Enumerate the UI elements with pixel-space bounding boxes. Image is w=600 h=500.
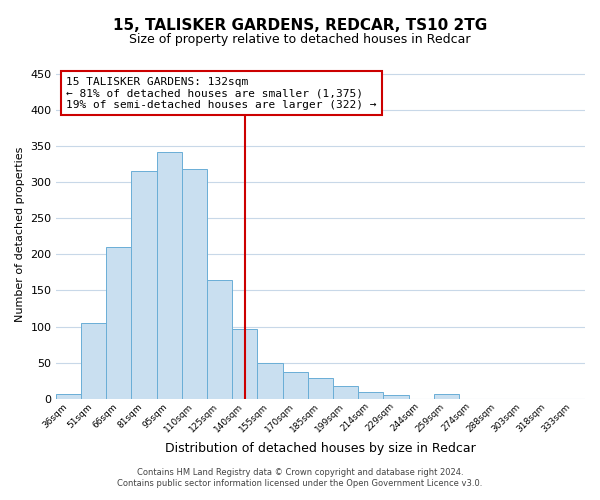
Y-axis label: Number of detached properties: Number of detached properties [15,146,25,322]
Bar [81,323,106,399]
Bar [157,152,182,399]
Bar [358,392,383,399]
Bar [283,372,308,399]
X-axis label: Distribution of detached houses by size in Redcar: Distribution of detached houses by size … [165,442,476,455]
Bar [308,378,333,399]
Text: 15 TALISKER GARDENS: 132sqm
← 81% of detached houses are smaller (1,375)
19% of : 15 TALISKER GARDENS: 132sqm ← 81% of det… [67,76,377,110]
Bar [131,171,157,399]
Text: Size of property relative to detached houses in Redcar: Size of property relative to detached ho… [129,32,471,46]
Bar [257,362,283,399]
Bar [106,247,131,399]
Text: Contains HM Land Registry data © Crown copyright and database right 2024.
Contai: Contains HM Land Registry data © Crown c… [118,468,482,487]
Bar [383,395,409,399]
Bar [207,280,232,399]
Bar [232,328,257,399]
Bar [56,394,81,399]
Text: 15, TALISKER GARDENS, REDCAR, TS10 2TG: 15, TALISKER GARDENS, REDCAR, TS10 2TG [113,18,487,32]
Bar [182,169,207,399]
Bar [333,386,358,399]
Bar [434,394,459,399]
